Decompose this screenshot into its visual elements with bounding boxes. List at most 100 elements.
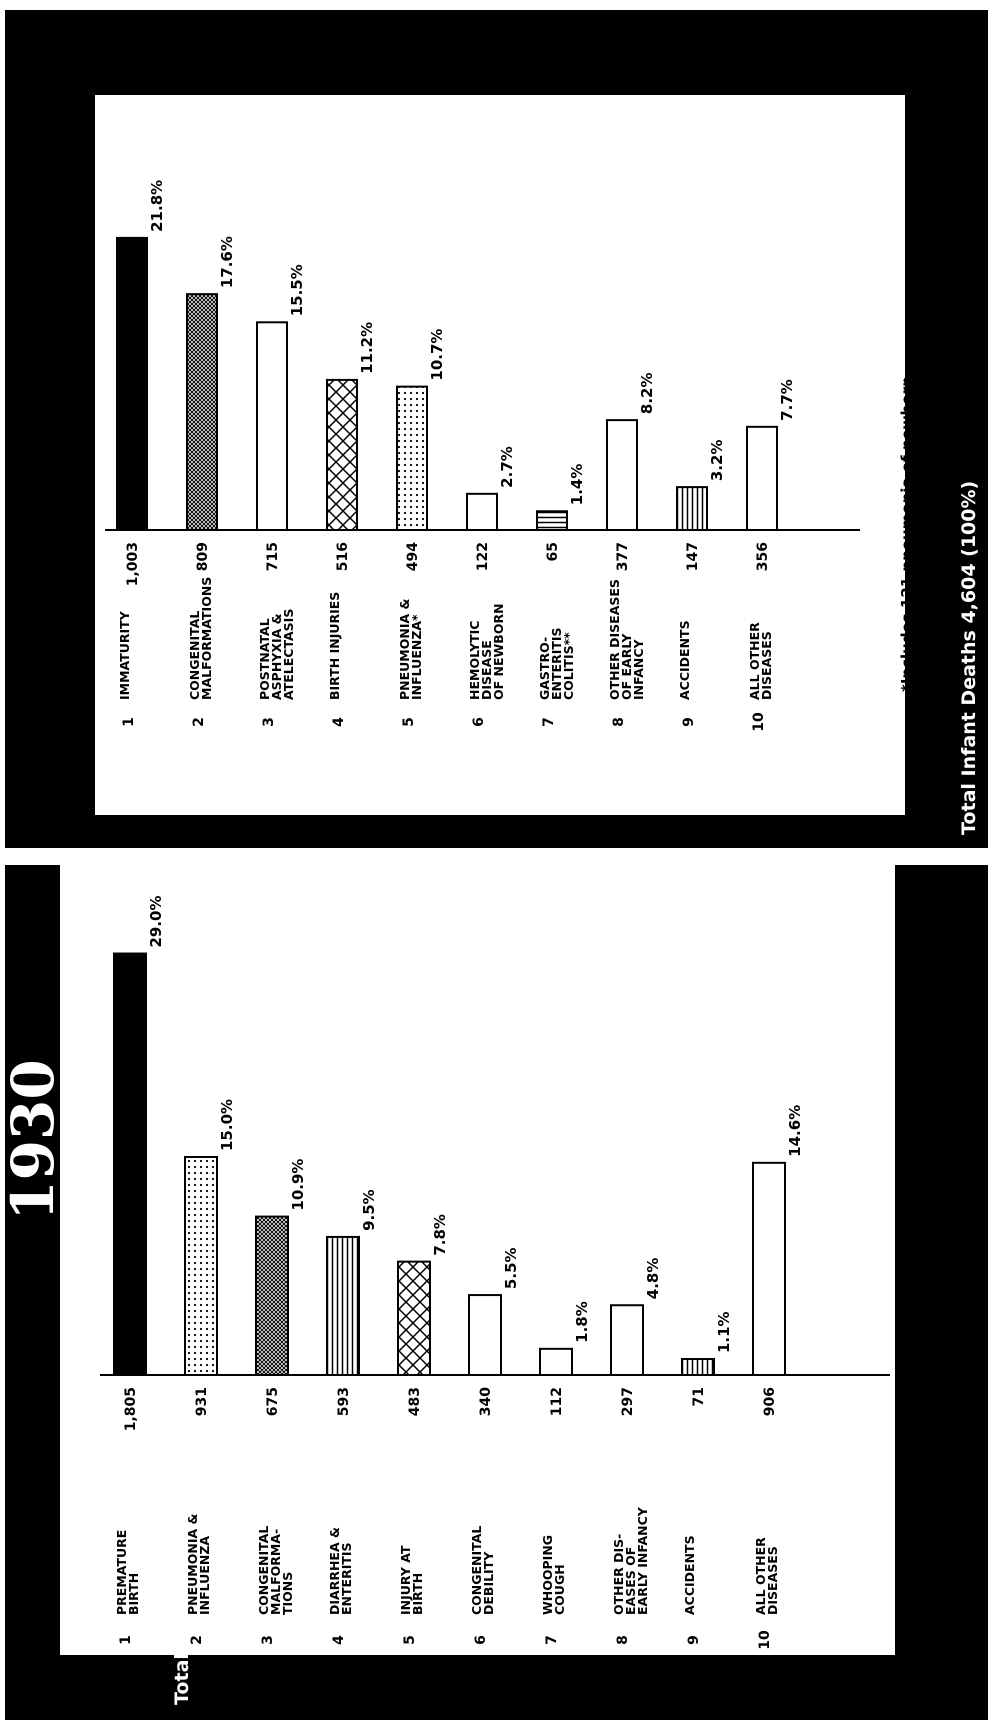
count-label-10: 356 [755,542,771,571]
value-label-10: 7.7% [778,379,796,421]
rank-label-5: 5 [401,717,417,727]
count-label-1: 1,805 [123,1387,139,1431]
category-label-8-line-2: OF EARLY [619,633,634,700]
category-label-3-line-2: ASPHYXIA & [269,613,284,700]
category-label-3-line-3: ATELECTASIS [281,609,296,700]
category-label-4-line-1: BIRTH INJURIES [327,592,342,700]
value-label-8: 4.8% [644,1258,662,1300]
value-label-3: 10.9% [289,1159,307,1211]
category-label-7-line-1: WHOOPING [540,1535,555,1615]
bar-10 [752,1161,786,1377]
category-label-3-line-2: MALFORMA- [268,1529,283,1615]
footnote-diarrhea-newborn: **Includes 7 diarrhea of newborn [923,412,941,692]
footnote-pneumonia-newborn: *Includes 121 pneumonia of newborn [898,376,916,692]
rank-label-3: 3 [261,717,277,727]
rank-label-6: 6 [471,717,487,727]
bar-7 [536,510,568,531]
category-label-8-line-1: OTHER DIS- [611,1534,626,1615]
category-label-3-line-1: POSTNATAL [257,618,272,700]
count-label-4: 516 [335,542,351,571]
bar-7 [539,1347,573,1376]
panel-1961: 1961 Total Infant Deaths 4,604 (100%) 21… [5,10,988,848]
category-label-5-line-2: INFLUENZA* [409,614,424,700]
category-label-7-line-2: COUGH [552,1564,567,1615]
count-label-3: 675 [265,1387,281,1416]
category-label-2-line-2: MALFORMATIONS [199,577,214,700]
rank-label-7: 7 [541,717,557,727]
category-label-3-line-3: TIONS [280,1572,295,1615]
category-label-8-line-3: INFANCY [631,638,646,700]
category-label-6-line-1: HEMOLYTIC [467,621,482,701]
category-label-4-line-1: DIARRHEA & [327,1527,342,1615]
panel-1930-bars: 29.0%1,805PREMATUREBIRTH115.0%931PNEUMON… [113,895,804,1650]
bar-8 [606,419,638,531]
value-label-4: 9.5% [360,1189,378,1231]
bar-1 [113,952,147,1376]
category-label-8-line-3: EARLY INFANCY [635,1506,650,1615]
bar-6 [466,492,498,532]
rank-label-9: 9 [681,717,697,727]
category-label-3-line-1: CONGENITAL [256,1526,271,1615]
value-label-9: 3.2% [708,440,726,482]
value-label-10: 14.6% [786,1105,804,1157]
value-label-8: 8.2% [638,373,656,415]
category-label-6-line-1: CONGENITAL [469,1526,484,1615]
bar-9 [681,1358,715,1376]
category-label-10-line-1: ALL OTHER [753,1537,768,1615]
category-label-5-line-1: INJURY AT [398,1545,413,1615]
value-label-7: 1.8% [573,1301,591,1343]
bar-9 [676,486,708,531]
bar-1 [116,236,148,531]
bar-3 [255,1215,289,1376]
category-label-2-line-2: INFLUENZA [197,1536,212,1615]
count-label-9: 147 [685,542,701,571]
count-label-9: 71 [691,1387,707,1406]
count-label-5: 494 [405,542,421,571]
category-label-10-line-2: DISEASES [765,1546,780,1615]
panel-1961-bars: 21.8% 1,003 IMMATURITY 1 17.6% 809 CONGENITALM… [116,180,796,732]
category-label-7-line-1: GASTRO- [537,637,552,700]
bar-8 [610,1304,644,1376]
count-label-7: 112 [549,1387,565,1416]
rank-label-10: 10 [757,1630,773,1650]
rank-label-5: 5 [402,1635,418,1645]
value-label-2: 15.0% [218,1099,236,1151]
value-label-4: 11.2% [358,322,376,374]
category-label-6-line-2: DISEASE [479,640,494,700]
category-label-7-line-2: ENTERITIS [549,627,564,700]
bar-5 [396,385,428,531]
category-label-9-line-1: ACCIDENTS [682,1535,697,1615]
value-label-7: 1.4% [568,464,586,506]
panel-1930-year-label: 1930 [0,1059,67,1220]
count-label-2: 809 [195,542,211,571]
category-label-1-line-1: PREMATURE [114,1530,129,1615]
category-label-2-line-1: PNEUMONIA & [185,1513,200,1615]
category-label-9-line-1: ACCIDENTS [677,620,692,700]
value-label-6: 2.7% [498,446,516,488]
rank-label-2: 2 [191,717,207,727]
panel-1930: 1930 Total Infant Deaths 6,213 (100%) 29… [0,865,988,1720]
rank-label-3: 3 [260,1635,276,1645]
category-label-8-line-1: OTHER DISEASES [607,579,622,700]
count-label-6: 122 [475,542,491,571]
count-label-8: 377 [615,542,631,571]
rank-label-8: 8 [615,1635,631,1645]
category-label-8-line-2: EASES OF [623,1547,638,1615]
category-label-5-line-1: PNEUMONIA & [397,598,412,700]
bar-2 [186,293,218,531]
bar-2 [184,1156,218,1376]
category-label-2-line-1: CONGENITAL [187,611,202,700]
count-label-1: 1,003 [125,542,141,586]
value-label-5: 10.7% [428,329,446,381]
count-label-10: 906 [762,1387,778,1416]
bar-10 [746,425,778,532]
value-label-2: 17.6% [218,236,236,288]
value-label-9: 1.1% [715,1311,733,1353]
value-label-1: 29.0% [147,895,165,947]
rank-label-9: 9 [686,1635,702,1645]
rank-label-1: 1 [118,1635,134,1645]
count-label-8: 297 [620,1387,636,1416]
count-label-4: 593 [336,1387,352,1416]
category-label-10-line-2: DISEASES [759,631,774,700]
